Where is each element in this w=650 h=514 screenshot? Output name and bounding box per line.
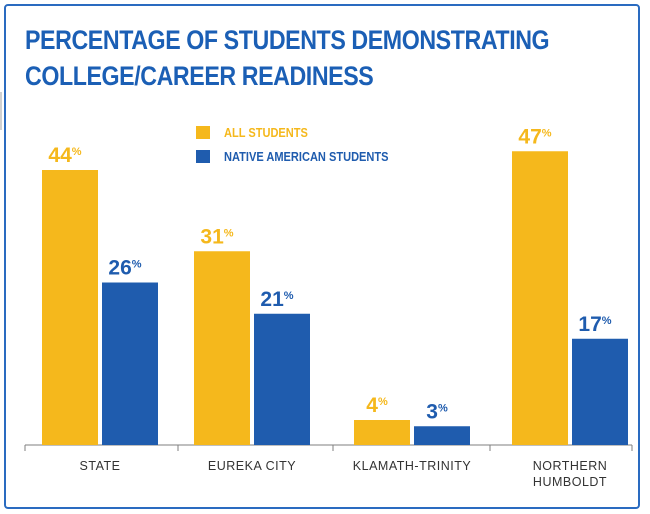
bar-all-students-state <box>42 170 98 445</box>
page-edge-mark <box>0 92 2 130</box>
data-label-all-students-klamath-trinity: 4% <box>366 394 388 417</box>
bar-native-american-northern-humboldt <box>572 338 628 445</box>
chart-legend: ALL STUDENTS NATIVE AMERICAN STUDENTS <box>196 120 418 168</box>
data-label-native-american-state: 26% <box>108 257 141 280</box>
data-label-all-students-eureka-city: 31% <box>200 225 233 248</box>
category-label-northern-humboldt: NORTHERN HUMBOLDT <box>533 459 608 489</box>
chart-title-line-1: PERCENTAGE OF STUDENTS DEMONSTRATING <box>25 25 550 55</box>
chart-title: PERCENTAGE OF STUDENTS DEMONSTRATING COL… <box>25 22 635 94</box>
bar-all-students-klamath-trinity <box>354 420 410 445</box>
legend-label-native-american-students: NATIVE AMERICAN STUDENTS <box>224 148 389 164</box>
category-label-eureka-city: EUREKA CITY <box>208 459 296 473</box>
category-label-state: STATE <box>80 459 121 473</box>
bar-all-students-northern-humboldt <box>512 151 568 445</box>
data-label-all-students-state: 44% <box>48 144 81 167</box>
legend-item-all-students: ALL STUDENTS <box>196 120 418 144</box>
bar-native-american-state <box>102 282 158 445</box>
legend-label-all-students: ALL STUDENTS <box>224 124 308 140</box>
legend-swatch-all-students <box>196 125 210 139</box>
data-label-all-students-northern-humboldt: 47% <box>518 125 551 148</box>
legend-item-native-american-students: NATIVE AMERICAN STUDENTS <box>196 144 418 168</box>
bar-native-american-eureka-city <box>254 313 310 445</box>
data-label-native-american-eureka-city: 21% <box>260 288 293 311</box>
data-label-native-american-klamath-trinity: 3% <box>426 400 448 423</box>
category-label-klamath-trinity: KLAMATH-TRINITY <box>353 459 472 473</box>
data-label-native-american-northern-humboldt: 17% <box>578 313 611 336</box>
chart-title-line-2: COLLEGE/CAREER READINESS <box>25 61 374 91</box>
bar-native-american-klamath-trinity <box>414 426 470 445</box>
legend-swatch-native-american-students <box>196 149 210 163</box>
bar-all-students-eureka-city <box>194 251 250 445</box>
